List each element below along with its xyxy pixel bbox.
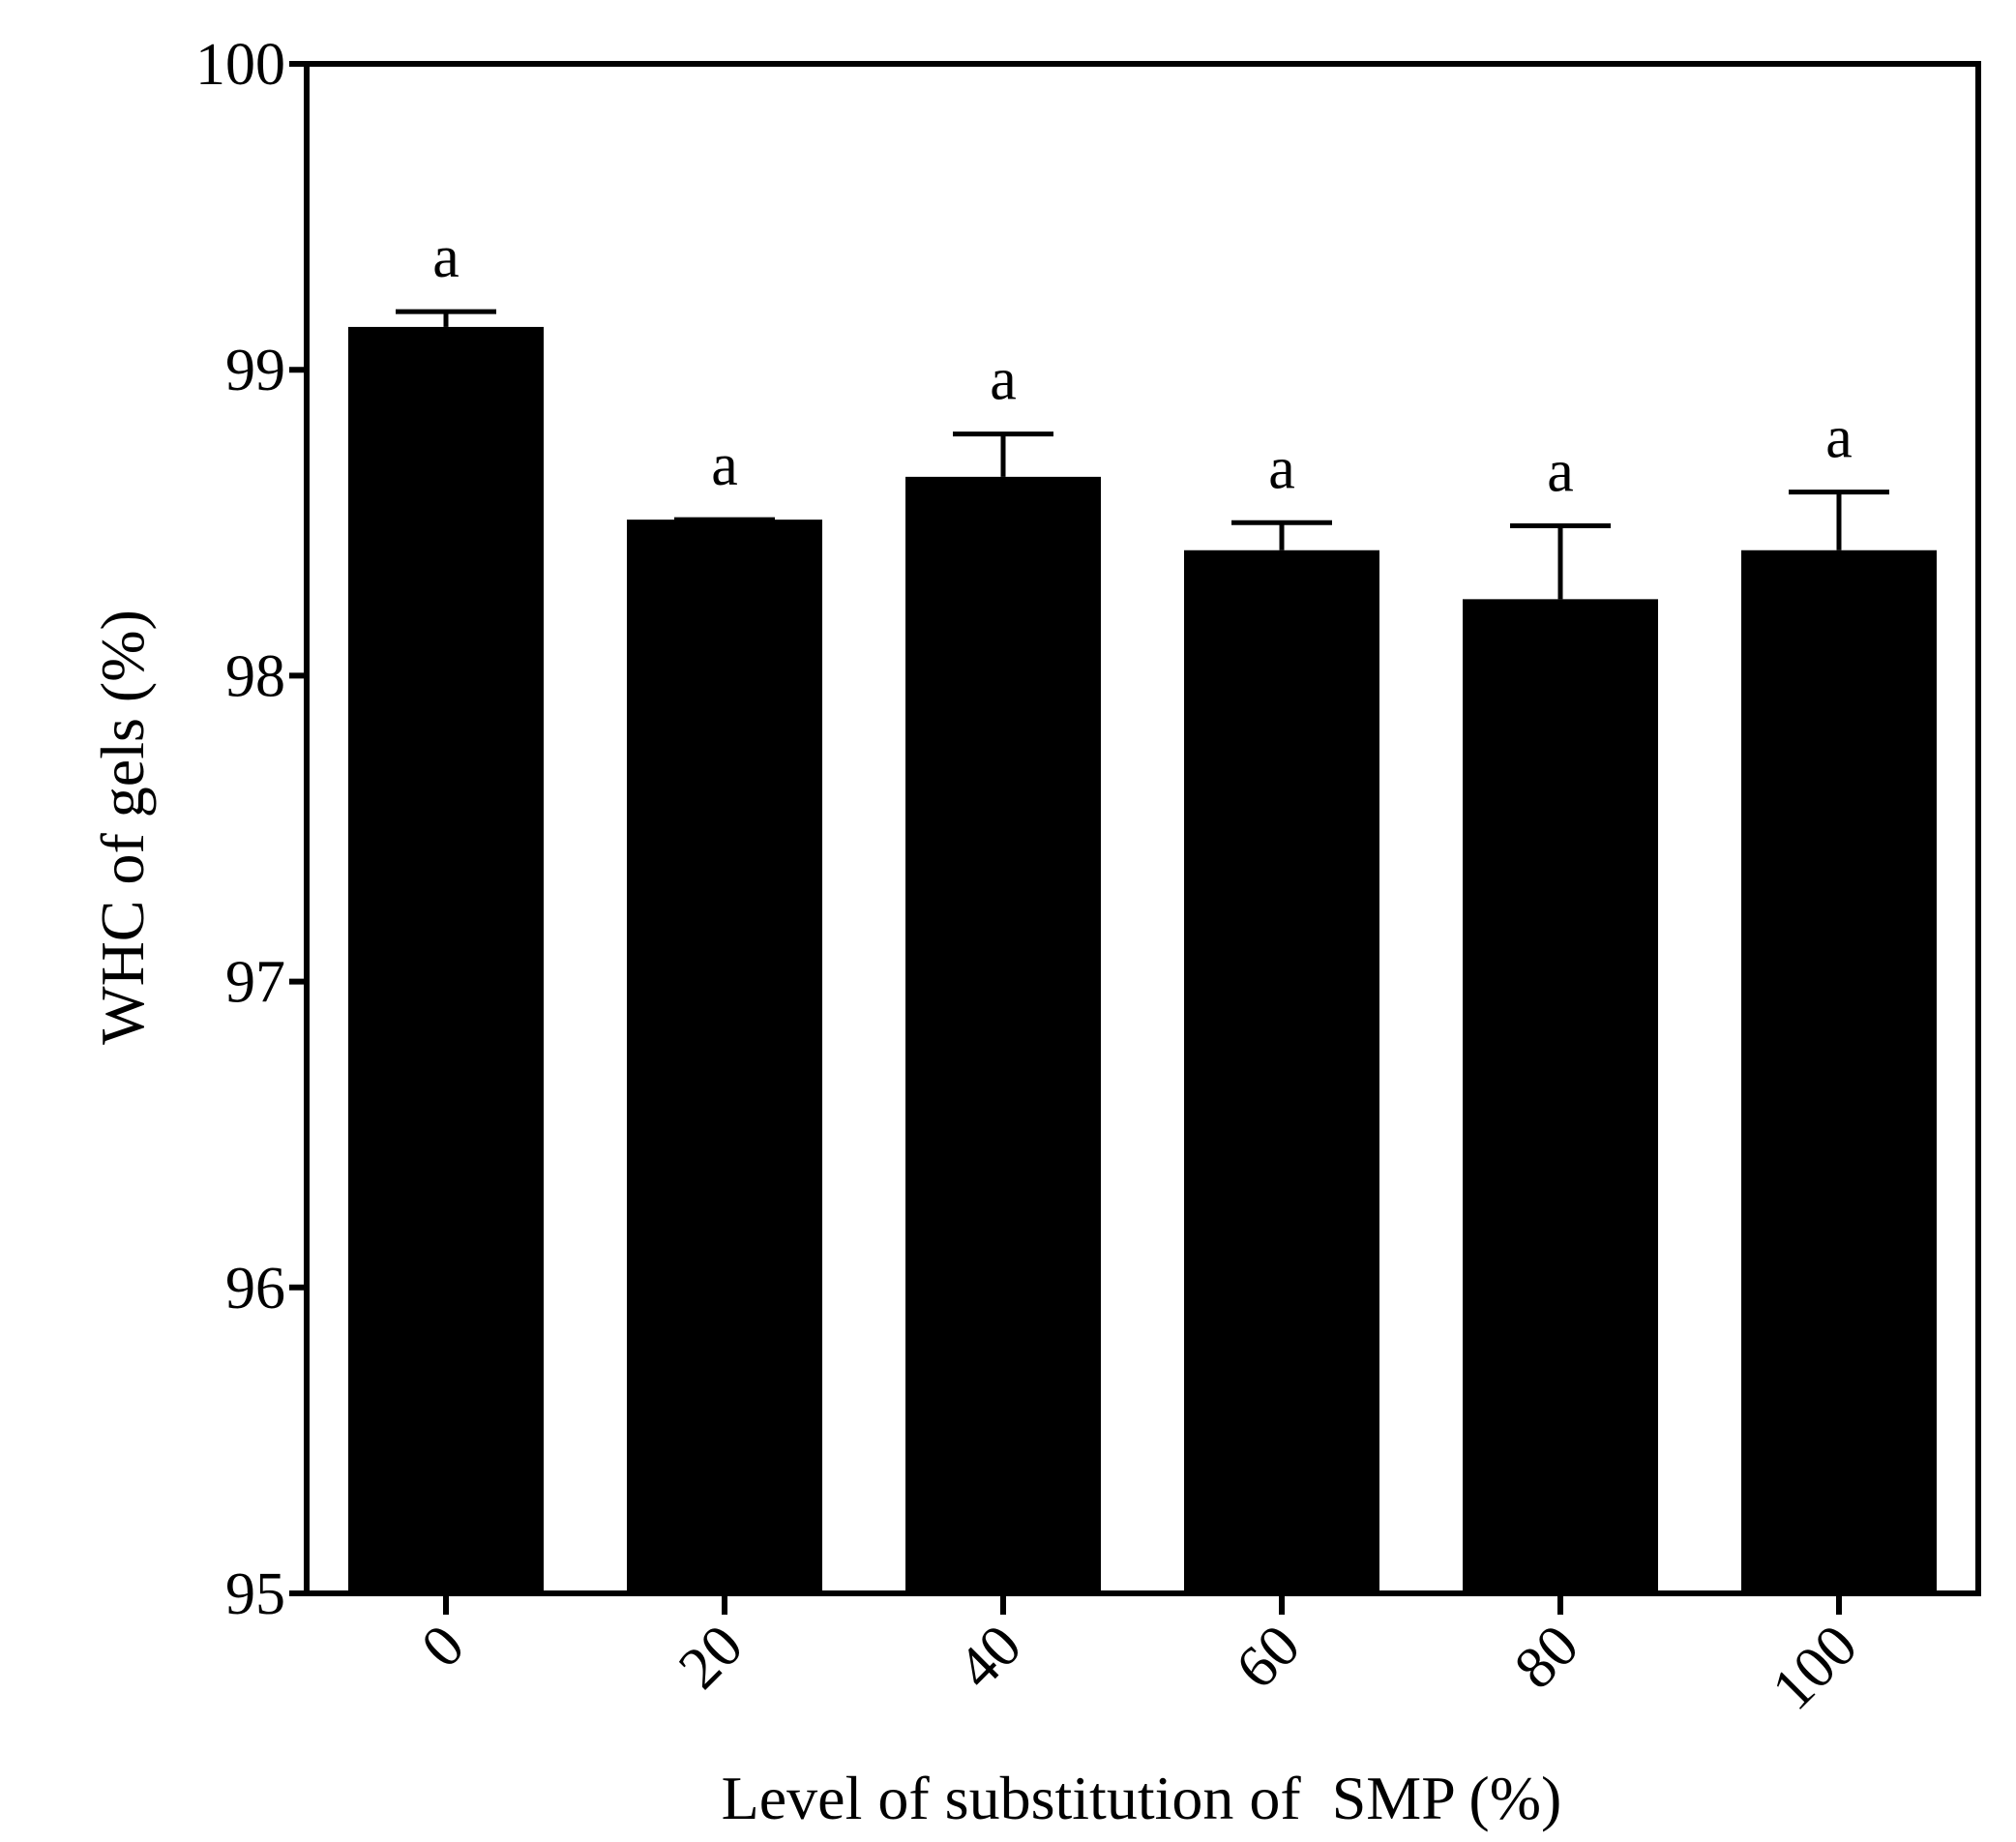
x-tick-label-40: 40 xyxy=(945,1613,1034,1702)
x-axis-title: Level of substitution of SMP (%) xyxy=(722,1764,1562,1832)
x-tick-label-80: 80 xyxy=(1502,1613,1591,1702)
x-tick-label-20: 20 xyxy=(667,1613,756,1702)
y-tick-label-95: 95 xyxy=(225,1561,285,1627)
y-axis-title: WHC of gels (%) xyxy=(88,609,157,1045)
significance-label-60: a xyxy=(1268,435,1295,501)
bar-80 xyxy=(1463,599,1658,1593)
significance-label-80: a xyxy=(1547,438,1574,504)
y-axis: 95 96 97 98 99 100 xyxy=(195,32,307,1627)
x-tick-label-60: 60 xyxy=(1224,1613,1313,1702)
y-tick-label-96: 96 xyxy=(225,1256,285,1322)
significance-labels: a a a a a a xyxy=(432,224,1853,504)
y-tick-label-100: 100 xyxy=(195,32,285,98)
x-tick-label-0: 0 xyxy=(409,1613,477,1680)
x-tick-label-100: 100 xyxy=(1760,1613,1870,1723)
x-axis: 0 20 40 60 80 100 xyxy=(409,1593,1870,1723)
y-tick-label-97: 97 xyxy=(225,950,285,1016)
significance-label-40: a xyxy=(990,347,1017,413)
plot-frame xyxy=(304,61,1981,1596)
y-tick-label-99: 99 xyxy=(225,338,285,403)
bar-100 xyxy=(1741,550,1937,1593)
bars xyxy=(348,326,1937,1594)
bar-20 xyxy=(627,520,822,1594)
y-tick-label-98: 98 xyxy=(225,643,285,709)
error-bars xyxy=(396,309,1889,600)
bar-60 xyxy=(1184,550,1379,1593)
bar-0 xyxy=(348,326,544,1593)
significance-label-0: a xyxy=(432,224,460,290)
bar-40 xyxy=(905,476,1101,1593)
significance-label-20: a xyxy=(711,432,738,498)
significance-label-100: a xyxy=(1825,405,1853,471)
